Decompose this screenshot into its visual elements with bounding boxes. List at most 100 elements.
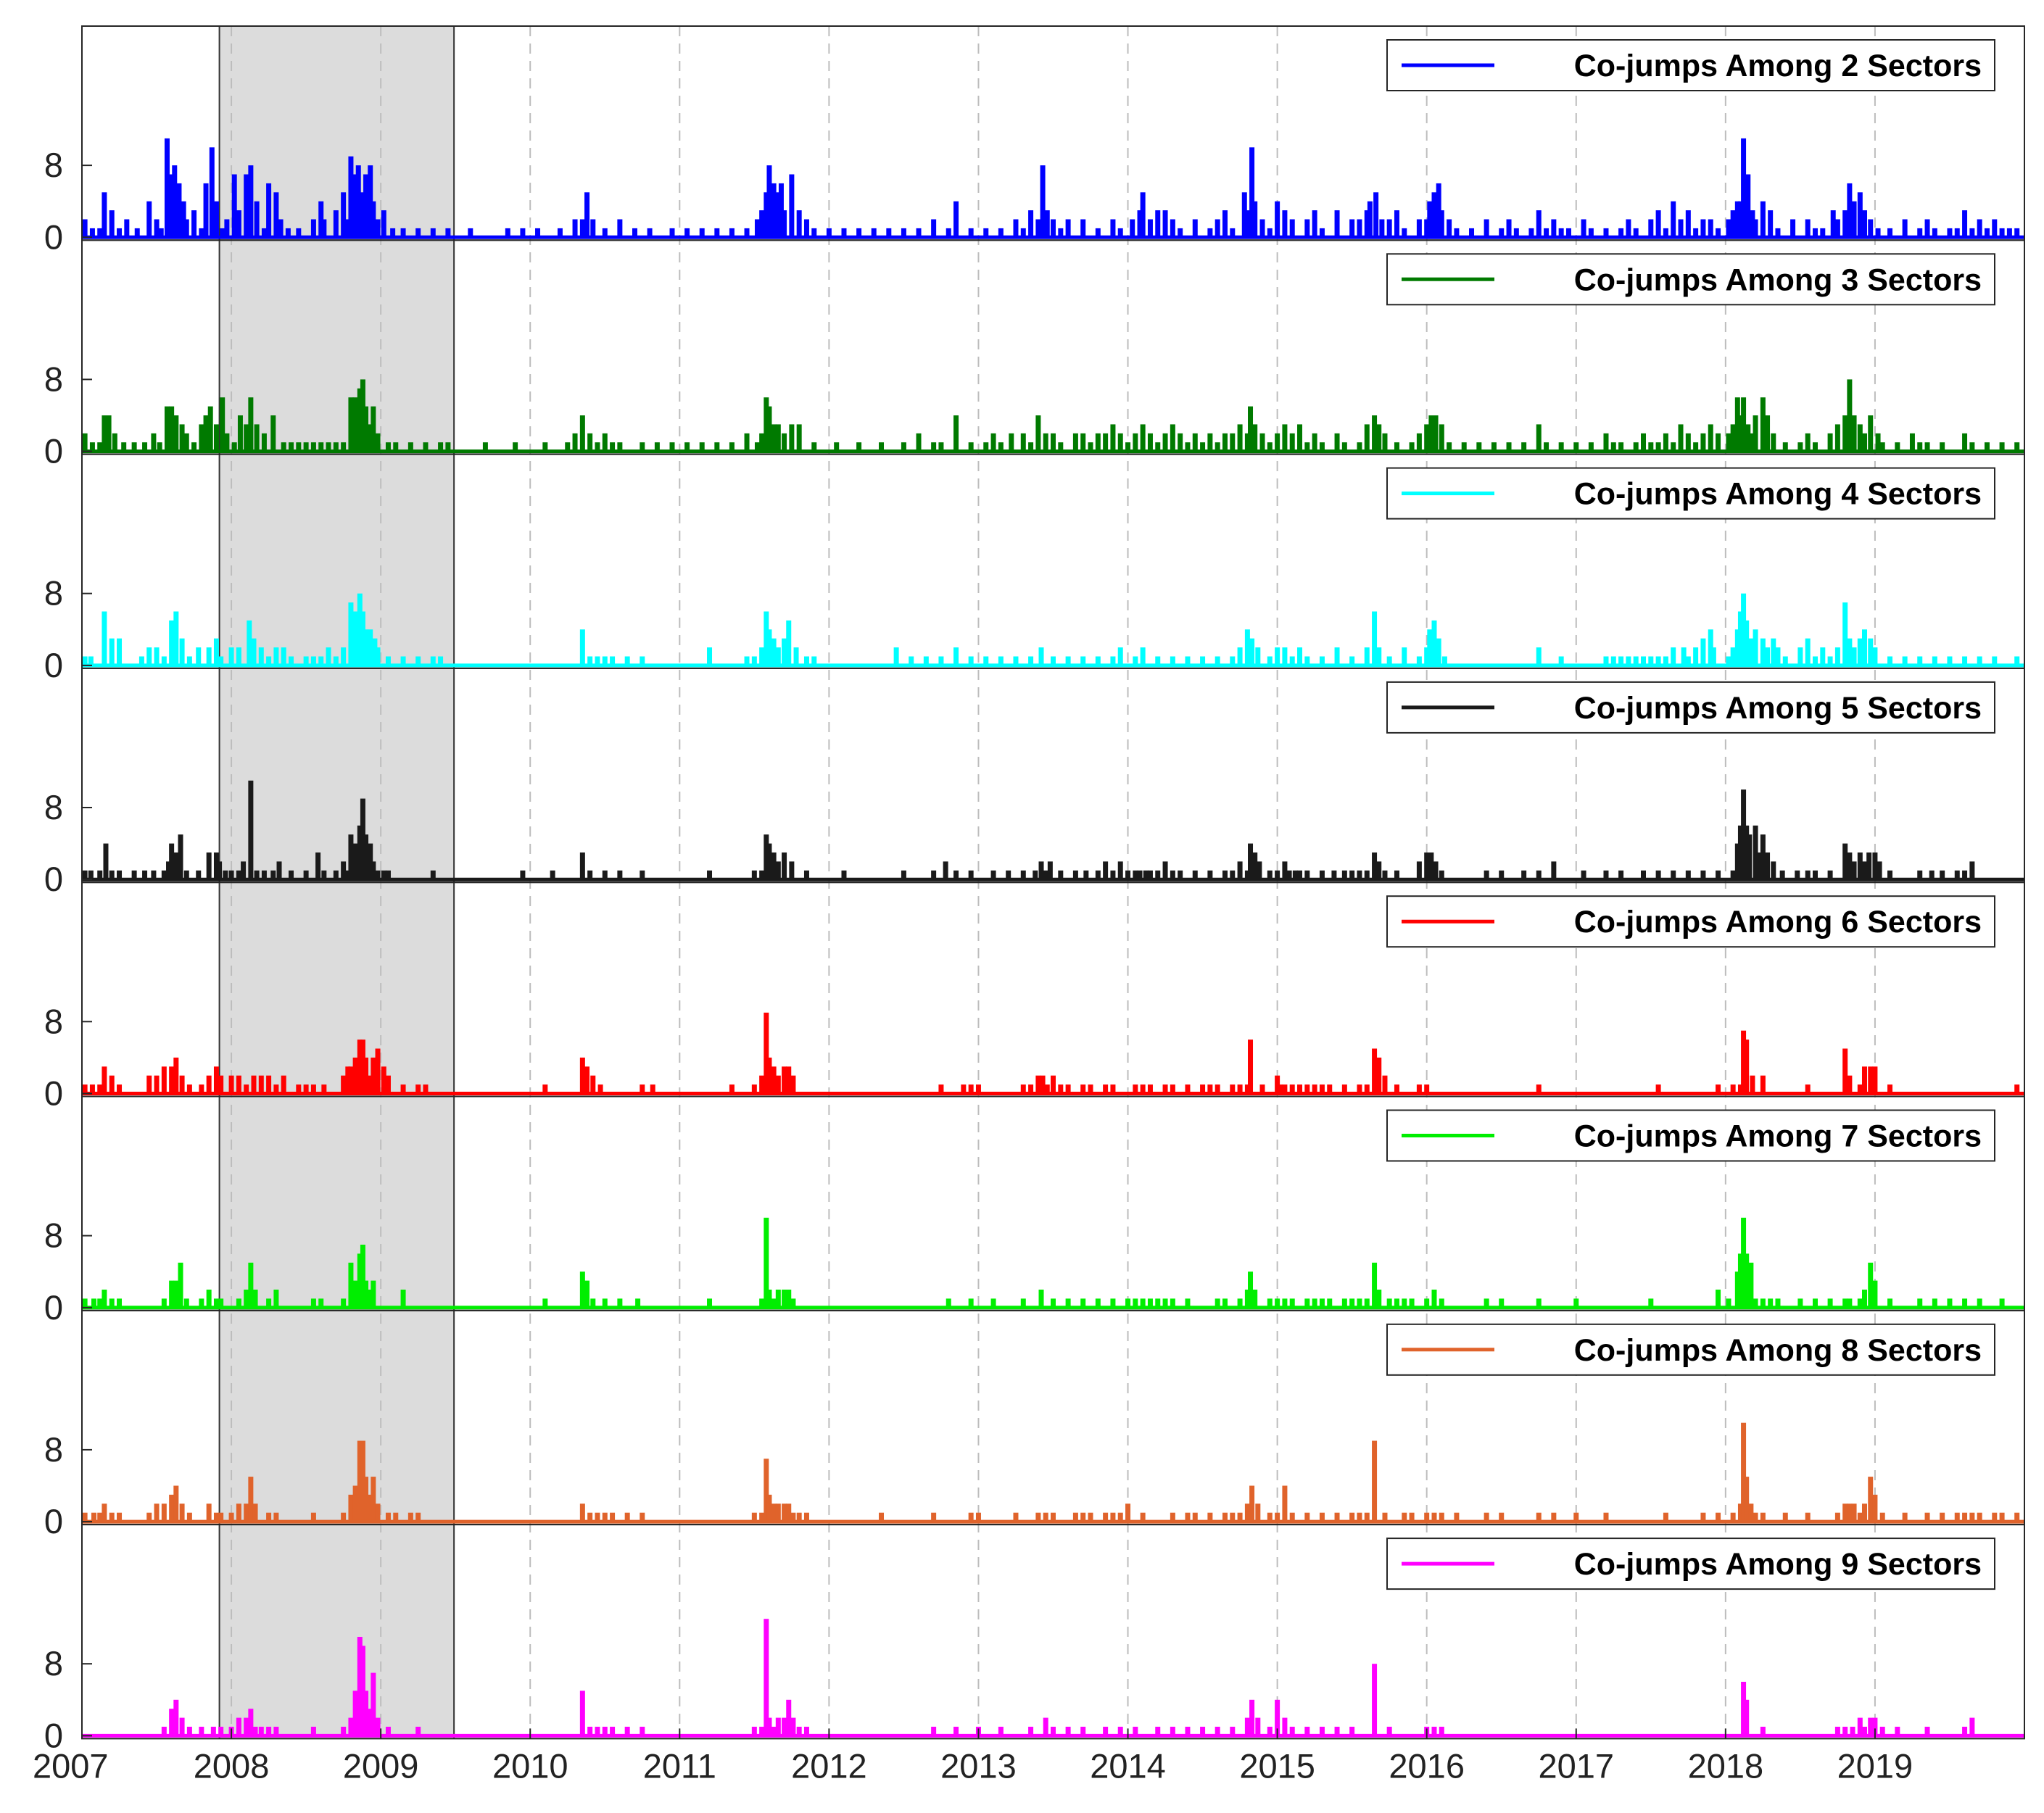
bar (117, 228, 123, 238)
bar (1230, 228, 1236, 238)
bar (1499, 228, 1505, 238)
bar (1671, 647, 1676, 665)
bar (258, 647, 264, 665)
bar (1178, 870, 1183, 880)
bar (360, 192, 365, 238)
bar (1521, 442, 1527, 452)
bar (273, 192, 279, 238)
bar (1484, 1298, 1489, 1308)
bar (1760, 638, 1766, 665)
bar (1868, 415, 1874, 452)
bar (1215, 656, 1220, 665)
bar (181, 201, 186, 238)
bar (1230, 433, 1236, 452)
bar (1364, 210, 1370, 238)
bar (1065, 656, 1071, 665)
bar (654, 442, 660, 452)
bar (1626, 656, 1631, 665)
bar (97, 442, 103, 452)
bar (158, 228, 164, 238)
bar (1252, 1290, 1258, 1308)
bar (1237, 861, 1243, 880)
bar (352, 843, 358, 880)
bar (1237, 1512, 1243, 1522)
bar (1744, 1040, 1750, 1094)
bar (164, 406, 170, 452)
bar (468, 228, 473, 238)
bar (1424, 219, 1430, 238)
bar (751, 656, 757, 665)
bar (1267, 228, 1273, 238)
bar (968, 1084, 974, 1094)
bar (1603, 433, 1609, 452)
bar (310, 442, 316, 452)
y-tick-label: 8 (44, 1644, 63, 1683)
bar (102, 415, 107, 452)
bar (1977, 1298, 1982, 1308)
bar (430, 870, 436, 880)
bar (811, 656, 817, 665)
panels: 0 8 Co-jumps Among 2 Sectors 0 8 Co-jumps Amo… (44, 25, 2025, 1754)
bar (766, 1290, 772, 1308)
bar (252, 1503, 258, 1522)
bar (1753, 219, 1758, 238)
bar (1065, 1084, 1071, 1094)
bar (1932, 1298, 1937, 1308)
bar (1334, 433, 1340, 452)
bar (1484, 219, 1489, 238)
bar (1887, 228, 1893, 238)
bar (796, 1727, 802, 1736)
bar (1147, 870, 1153, 880)
bar (946, 228, 951, 238)
bar (371, 1672, 376, 1736)
bar (1080, 1084, 1086, 1094)
bar (1312, 1084, 1317, 1094)
bar (1416, 1084, 1422, 1094)
bar (1230, 870, 1236, 880)
bar (557, 228, 563, 238)
bar (415, 1727, 421, 1736)
bar (1887, 870, 1893, 880)
bar (542, 1298, 548, 1308)
bar (1748, 1503, 1754, 1522)
bar (953, 647, 959, 665)
bar (1734, 843, 1740, 880)
bar (1868, 1477, 1874, 1522)
bar (1185, 1512, 1191, 1522)
bar (266, 1075, 272, 1094)
bar (1439, 210, 1444, 238)
bar (983, 656, 989, 665)
bar (348, 1066, 354, 1094)
bar (1416, 656, 1422, 665)
bar (345, 870, 351, 880)
bar (1847, 1503, 1853, 1522)
bar (1424, 852, 1430, 880)
bar (352, 611, 358, 665)
bar (1110, 1298, 1116, 1308)
bar (587, 656, 593, 665)
bar (1267, 1727, 1273, 1736)
bar (102, 192, 107, 238)
bar (228, 1512, 234, 1522)
bar (1020, 870, 1026, 880)
bar (1372, 415, 1378, 452)
bar (1125, 442, 1131, 452)
y-tick-label: 8 (44, 360, 63, 398)
bar (1747, 834, 1753, 880)
bar (513, 442, 518, 452)
bar (213, 424, 219, 452)
bar (1573, 442, 1579, 452)
bar (1716, 1512, 1721, 1522)
bar (445, 228, 451, 238)
bar (82, 433, 88, 452)
bar (254, 201, 260, 238)
bar (385, 656, 391, 665)
bar (771, 638, 777, 665)
bar (1170, 219, 1175, 238)
bar (1872, 1494, 1878, 1522)
bar (1760, 1075, 1766, 1094)
legend-label: Co-jumps Among 3 Sectors (1574, 262, 1982, 297)
bar (1319, 1512, 1325, 1522)
bar (348, 602, 354, 665)
bar (244, 174, 249, 238)
